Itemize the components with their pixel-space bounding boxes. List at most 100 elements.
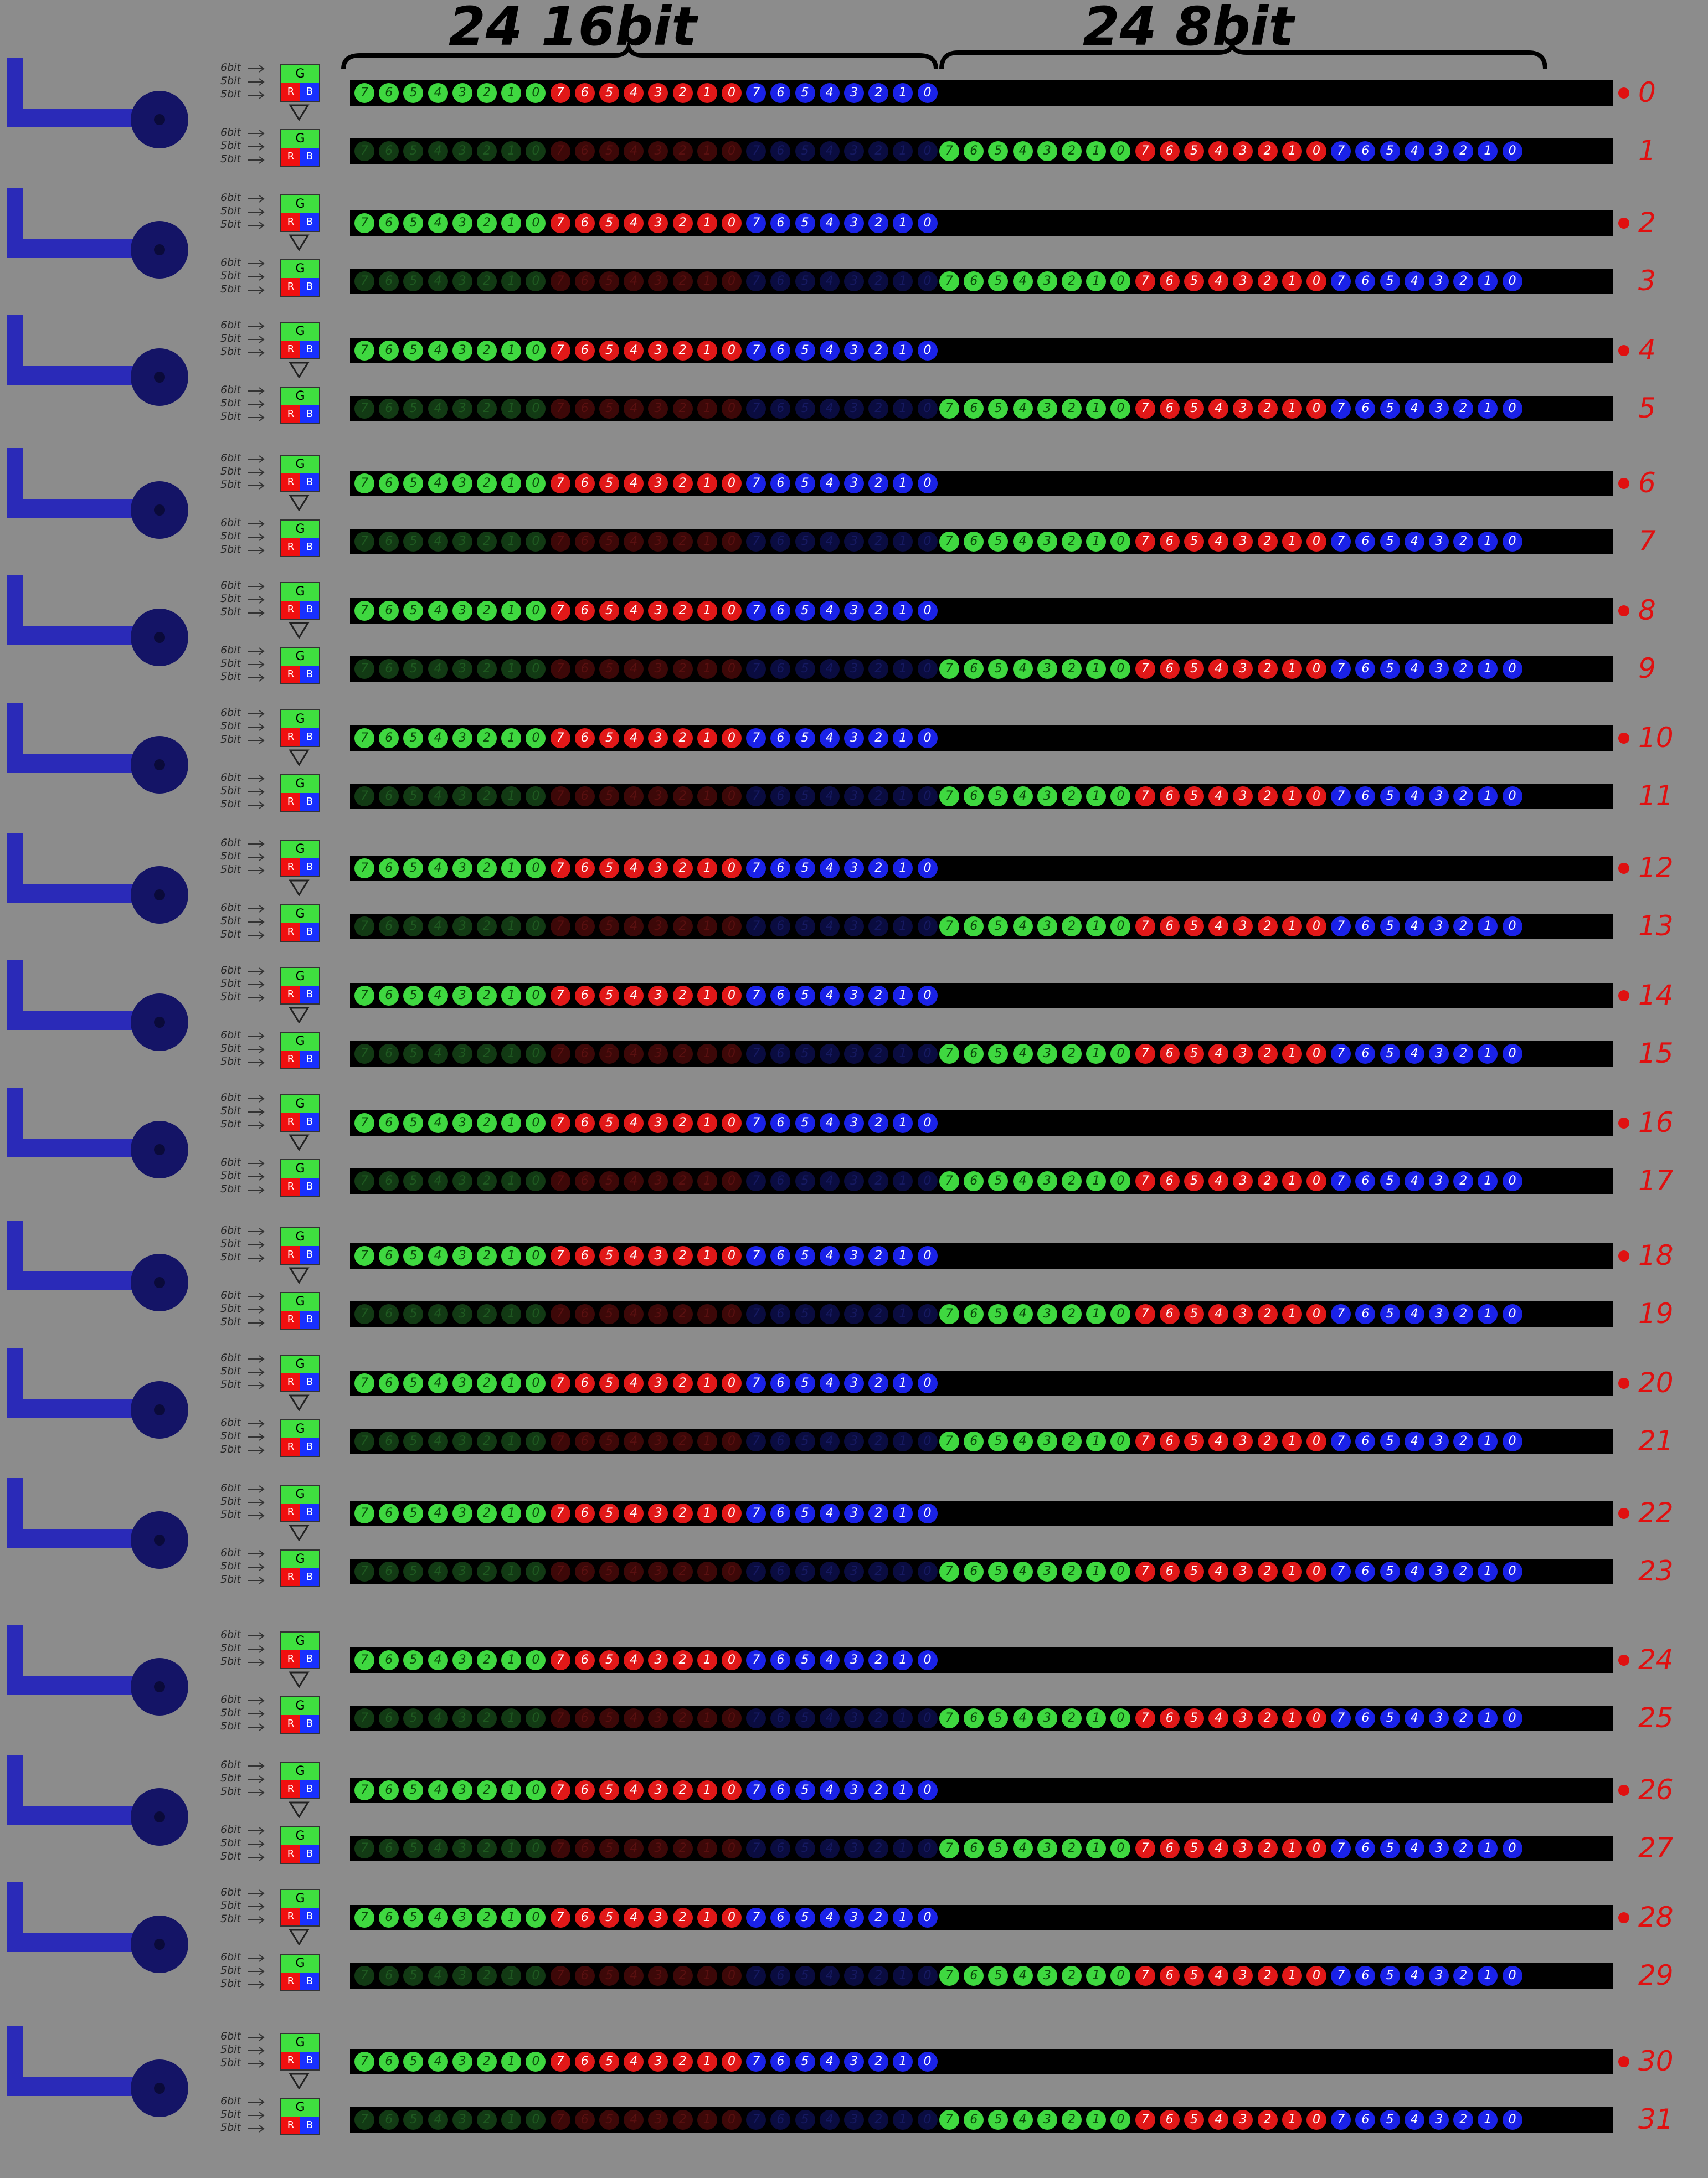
red-bit-5: 5 <box>599 341 619 361</box>
cube-red: R <box>281 1650 300 1668</box>
legend-label-1: 6bit <box>220 837 241 849</box>
blue-bit-5: 5 <box>1380 271 1400 291</box>
cube-red: R <box>281 1845 300 1863</box>
cube-green: G <box>281 260 319 278</box>
green-bit-2: 2 <box>477 213 497 233</box>
red-bit-4: 4 <box>624 2110 644 2130</box>
blue-bit-4: 4 <box>819 1432 840 1451</box>
bit-depth-legend: 6bit 5bit 5bit G R B <box>220 2030 320 2096</box>
blue-bit-4: 4 <box>1404 916 1424 936</box>
green-bit-2: 2 <box>477 532 497 552</box>
green-bit-2: 2 <box>477 1650 497 1670</box>
blue-bit-5: 5 <box>795 1373 815 1393</box>
blue-bit-5: 5 <box>795 858 815 878</box>
blue-bit-1: 1 <box>893 786 913 806</box>
green-bit-6: 6 <box>379 213 399 233</box>
red-bit-5: 5 <box>599 1780 619 1800</box>
legend-label-1: 6bit <box>220 1289 241 1301</box>
row-marker-dot <box>1618 2056 1629 2067</box>
green-bit-1: 1 <box>501 1373 522 1393</box>
blue-bit-4: 4 <box>819 1966 840 1986</box>
green-bit-0: 0 <box>1110 786 1131 806</box>
red-bit-1: 1 <box>1282 141 1302 161</box>
green-bit-2: 2 <box>477 399 497 419</box>
legend-label-1: 6bit <box>220 61 241 74</box>
bit-depth-legend: 6bit 5bit 5bit G R B <box>220 579 320 645</box>
green-bit-3: 3 <box>452 1113 472 1133</box>
blue-bit-6: 6 <box>770 141 791 161</box>
cube-red: R <box>281 601 300 619</box>
cube-green: G <box>281 2034 319 2052</box>
green-bit-3: 3 <box>1037 1562 1057 1582</box>
blue-bit-0: 0 <box>917 1966 938 1986</box>
blue-bit-4: 4 <box>819 1839 840 1858</box>
blue-bit-3: 3 <box>844 2052 864 2072</box>
legend-label-3: 5bit <box>220 88 241 100</box>
green-bit-6: 6 <box>379 1113 399 1133</box>
row-number: 29 <box>1638 1959 1674 1991</box>
blue-bit-3: 3 <box>844 601 864 621</box>
blue-bit-4: 4 <box>819 728 840 748</box>
legend-label-1: 6bit <box>220 517 241 529</box>
green-bit-2: 2 <box>477 986 497 1006</box>
green-bit-6: 6 <box>964 2110 984 2130</box>
blue-bit-7: 7 <box>1331 1708 1351 1728</box>
red-bit-0: 0 <box>1306 1304 1326 1324</box>
green-bit-0: 0 <box>526 1304 546 1324</box>
legend-label-2: 5bit <box>220 1642 241 1654</box>
red-bit-5: 5 <box>599 858 619 878</box>
legend-arrows <box>248 260 265 294</box>
blue-bit-5: 5 <box>1380 1966 1400 1986</box>
blue-bit-1: 1 <box>893 1113 913 1133</box>
row-number: 5 <box>1638 392 1656 424</box>
red-bit-3: 3 <box>648 1908 668 1928</box>
blue-bit-3: 3 <box>844 1304 864 1324</box>
green-bit-7: 7 <box>939 1304 959 1324</box>
blue-bit-2: 2 <box>868 1373 889 1393</box>
red-bit-5: 5 <box>599 1908 619 1928</box>
red-bit-7: 7 <box>550 271 570 291</box>
blue-bit-3: 3 <box>1429 271 1449 291</box>
blue-bit-7: 7 <box>746 399 766 419</box>
blue-bit-5: 5 <box>1380 786 1400 806</box>
blue-bit-5: 5 <box>795 1908 815 1928</box>
legend-label-1: 6bit <box>220 707 241 719</box>
green-bit-5: 5 <box>988 399 1009 419</box>
green-bit-0: 0 <box>526 1562 546 1582</box>
row-number: 1 <box>1638 135 1656 167</box>
red-bit-3: 3 <box>648 399 668 419</box>
legend-label-1: 6bit <box>220 126 241 138</box>
red-bit-1: 1 <box>697 1562 717 1582</box>
blue-bit-6: 6 <box>770 1650 791 1670</box>
row-number: 9 <box>1638 652 1656 684</box>
bit-depth-legend: 6bit 5bit 5bit G R B <box>220 126 320 192</box>
red-bit-2: 2 <box>672 1373 693 1393</box>
green-bit-3: 3 <box>452 213 472 233</box>
blue-bit-2: 2 <box>868 1650 889 1670</box>
red-bit-7: 7 <box>550 1562 570 1582</box>
green-bit-6: 6 <box>379 1562 399 1582</box>
red-bit-1: 1 <box>697 601 717 621</box>
green-bit-7: 7 <box>939 1044 959 1064</box>
blue-bit-6: 6 <box>1355 916 1376 936</box>
blue-bit-4: 4 <box>1404 1304 1424 1324</box>
plug-icon <box>7 1478 188 1569</box>
green-bit-7: 7 <box>354 1113 374 1133</box>
blue-bit-2: 2 <box>1453 2110 1474 2130</box>
blue-bit-0: 0 <box>917 1432 938 1451</box>
red-bit-5: 5 <box>599 601 619 621</box>
legend-label-1: 6bit <box>220 1824 241 1836</box>
cube-blue: B <box>300 858 319 876</box>
red-bit-3: 3 <box>648 1432 668 1451</box>
red-bit-7: 7 <box>550 601 570 621</box>
red-bit-4: 4 <box>1208 141 1229 161</box>
red-bit-5: 5 <box>599 83 619 103</box>
red-bit-3: 3 <box>648 1562 668 1582</box>
